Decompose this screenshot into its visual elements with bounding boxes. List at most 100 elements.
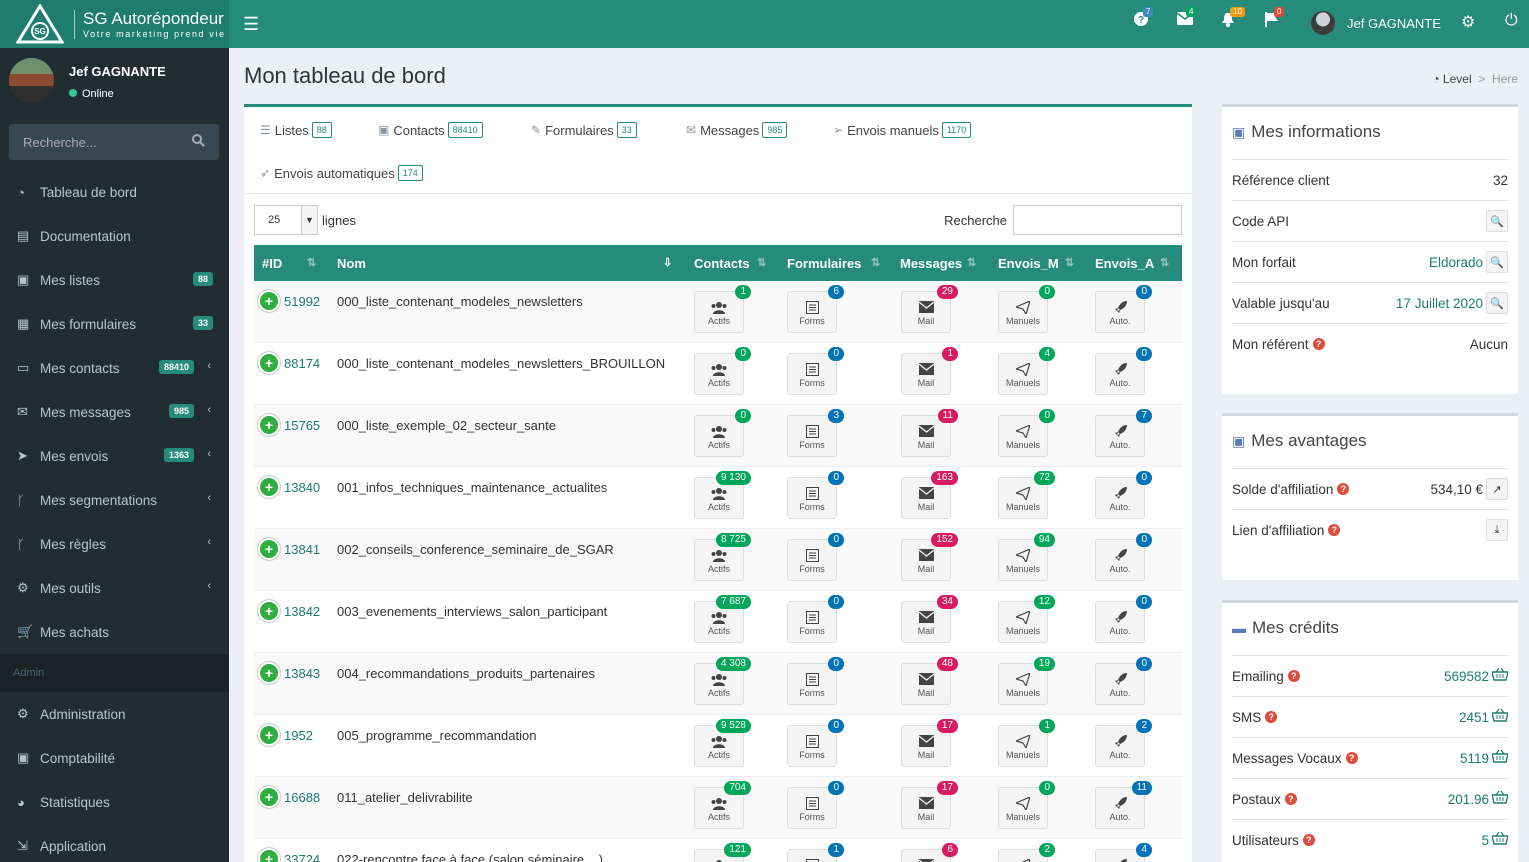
row-mail-button[interactable]: Mail 34	[901, 595, 958, 643]
row-forms-button[interactable]: Forms 0	[787, 719, 844, 767]
row-manuels-button[interactable]: Manuels 0	[998, 409, 1055, 457]
shopping-basket-icon[interactable]	[1491, 831, 1509, 848]
row-manuels-button[interactable]: Manuels 94	[998, 533, 1055, 581]
row-id[interactable]: 16688	[284, 790, 321, 805]
shopping-basket-icon[interactable]	[1491, 790, 1509, 807]
column-header-envois-a[interactable]: Envois_A	[1095, 256, 1155, 271]
search-icon[interactable]: 🔍	[1486, 251, 1508, 273]
tab-manual-sends[interactable]: ➢ Envois manuels 1170	[833, 122, 972, 138]
sidebar-item-sendings[interactable]: ➤ Mes envois 1363 ‹	[0, 434, 229, 478]
row-id[interactable]: 33724	[284, 852, 321, 862]
question-circle-icon[interactable]: ?	[1287, 670, 1300, 682]
expand-plus-icon[interactable]: +	[260, 788, 278, 806]
sidebar-item-purchases[interactable]: 🛒 Mes achats	[0, 610, 229, 654]
row-id[interactable]: 13840	[284, 480, 321, 495]
sort-asc-icon[interactable]: ⇩	[663, 257, 673, 269]
envelope-icon[interactable]: 4	[1176, 7, 1197, 30]
expand-plus-icon[interactable]: +	[260, 726, 278, 744]
row-manuels-button[interactable]: Manuels 1	[998, 719, 1055, 767]
row-mail-button[interactable]: Mail 163	[901, 471, 958, 519]
row-mail-button[interactable]: Mail 11	[901, 409, 958, 457]
search-icon[interactable]	[192, 134, 205, 150]
tab-forms[interactable]: ✎ Formulaires 33	[531, 122, 637, 138]
download-icon[interactable]: ⤓	[1486, 519, 1508, 541]
row-manuels-button[interactable]: Manuels 4	[998, 347, 1055, 395]
row-auto-button[interactable]: Auto. 7	[1095, 409, 1152, 457]
sidebar-item-tools[interactable]: ⚙ Mes outils ‹	[0, 566, 229, 610]
row-id[interactable]: 13842	[284, 604, 321, 619]
row-mail-button[interactable]: Mail 17	[901, 719, 958, 767]
sidebar-item-contacts[interactable]: ▭ Mes contacts 88410 ‹	[0, 346, 229, 390]
row-forms-button[interactable]: Forms 0	[787, 595, 844, 643]
row-id[interactable]: 13841	[284, 542, 321, 557]
expand-plus-icon[interactable]: +	[260, 292, 278, 310]
row-auto-button[interactable]: Auto. 0	[1095, 347, 1152, 395]
power-icon[interactable]: ⏻	[1505, 12, 1518, 29]
row-forms-button[interactable]: Forms 0	[787, 347, 844, 395]
sidebar-item-administration[interactable]: ⚙ Administration	[0, 692, 229, 736]
breadcrumb-level[interactable]: Level	[1442, 72, 1472, 86]
row-actifs-button[interactable]: Actifs 704	[694, 781, 751, 829]
sidebar-item-segmentations[interactable]: ᚴ Mes segmentations ‹	[0, 478, 229, 522]
sort-icon[interactable]: ⇅	[757, 257, 767, 269]
top-user-menu[interactable]: Jef GAGNANTE	[1311, 11, 1441, 35]
row-id[interactable]: 51992	[284, 294, 321, 309]
search-icon[interactable]: 🔍	[1486, 210, 1508, 232]
row-id[interactable]: 88174	[284, 356, 321, 371]
expand-plus-icon[interactable]: +	[260, 540, 278, 558]
row-manuels-button[interactable]: Manuels2	[998, 843, 1055, 862]
row-mail-button[interactable]: Mail6	[901, 843, 958, 862]
row-manuels-button[interactable]: Manuels 72	[998, 471, 1055, 519]
shopping-basket-icon[interactable]	[1491, 749, 1509, 766]
row-auto-button[interactable]: Auto. 0	[1095, 595, 1152, 643]
row-forms-button[interactable]: Forms 0	[787, 471, 844, 519]
row-actifs-button[interactable]: Actifs 4 308	[694, 657, 751, 705]
row-auto-button[interactable]: Auto. 0	[1095, 657, 1152, 705]
row-mail-button[interactable]: Mail 29	[901, 285, 958, 333]
row-actifs-button[interactable]: Actifs121	[694, 843, 751, 862]
external-link-icon[interactable]: ↗	[1486, 478, 1508, 500]
row-forms-button[interactable]: Forms1	[787, 843, 844, 862]
cogs-icon[interactable]: ⚙	[1461, 14, 1476, 31]
row-mail-button[interactable]: Mail 48	[901, 657, 958, 705]
row-mail-button[interactable]: Mail 17	[901, 781, 958, 829]
row-auto-button[interactable]: Auto. 2	[1095, 719, 1152, 767]
row-auto-button[interactable]: Auto. 11	[1095, 781, 1152, 829]
row-mail-button[interactable]: Mail 1	[901, 347, 958, 395]
row-forms-button[interactable]: Forms 0	[787, 781, 844, 829]
row-forms-button[interactable]: Forms 3	[787, 409, 844, 457]
row-auto-button[interactable]: Auto. 0	[1095, 533, 1152, 581]
row-actifs-button[interactable]: Actifs 7 687	[694, 595, 751, 643]
row-actifs-button[interactable]: Actifs 9 130	[694, 471, 751, 519]
column-header-id[interactable]: #ID	[262, 256, 283, 271]
sidebar-item-application[interactable]: ⇲ Application	[0, 824, 229, 862]
expand-plus-icon[interactable]: +	[260, 478, 278, 496]
sidebar-item-documentation[interactable]: ▤ Documentation	[0, 214, 229, 258]
question-circle-icon[interactable]: ?	[1284, 793, 1297, 805]
sidebar-item-accounting[interactable]: ▣ Comptabilité	[0, 736, 229, 780]
row-forms-button[interactable]: Forms 0	[787, 657, 844, 705]
row-actifs-button[interactable]: Actifs 0	[694, 409, 751, 457]
sort-icon[interactable]: ⇅	[307, 257, 317, 269]
row-id[interactable]: 13843	[284, 666, 321, 681]
tab-auto-sends[interactable]: ➶ Envois automatiques 174	[260, 165, 423, 181]
column-header-contacts[interactable]: Contacts	[694, 256, 750, 271]
question-icon[interactable]: ? 7	[1134, 7, 1154, 31]
tab-messages[interactable]: ✉ Messages 985	[686, 122, 788, 138]
row-id[interactable]: 15765	[284, 418, 321, 433]
row-manuels-button[interactable]: Manuels 19	[998, 657, 1055, 705]
row-auto-button[interactable]: Auto.4	[1095, 843, 1152, 862]
sidebar-item-dashboard[interactable]: ◔ Tableau de bord	[0, 170, 229, 214]
app-logo[interactable]: SG SG Autorépondeur Votre marketing pren…	[0, 0, 229, 48]
sidebar-item-lists[interactable]: ▣ Mes listes 88	[0, 258, 229, 302]
tab-contacts[interactable]: ▣ Contacts 88410	[378, 122, 483, 138]
sort-icon[interactable]: ⇅	[967, 257, 977, 269]
flag-icon[interactable]: 0	[1265, 7, 1285, 32]
sort-icon[interactable]: ⇅	[871, 257, 881, 269]
row-manuels-button[interactable]: Manuels 0	[998, 781, 1055, 829]
row-actifs-button[interactable]: Actifs 1	[694, 285, 751, 333]
sidebar-item-forms[interactable]: ▦ Mes formulaires 33	[0, 302, 229, 346]
column-header-name[interactable]: Nom	[337, 256, 366, 271]
bell-icon[interactable]: 10	[1221, 7, 1245, 32]
question-circle-icon[interactable]: ?	[1345, 752, 1358, 764]
